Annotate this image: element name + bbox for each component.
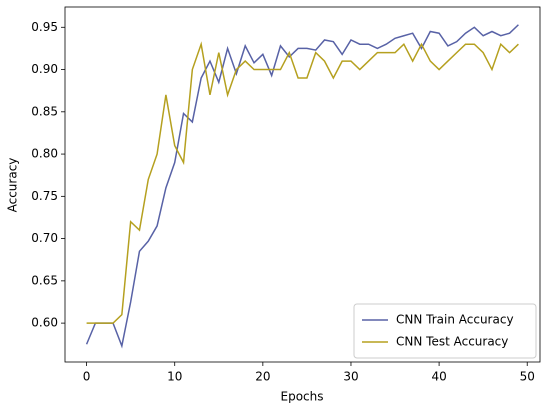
legend-box <box>353 303 537 359</box>
y-axis-label: Accuracy <box>6 158 20 213</box>
data-line <box>86 41 519 324</box>
y-tick-label: 0.65 <box>31 273 58 287</box>
y-tick-label: 0.90 <box>31 62 58 76</box>
y-tick-label: 0.95 <box>31 20 58 34</box>
legend-label: CNN Test Accuracy <box>396 335 508 349</box>
x-tick-label: 30 <box>343 370 358 384</box>
y-tick-label: 0.80 <box>31 147 58 161</box>
y-tick-label: 0.85 <box>31 104 58 118</box>
x-tick-label: 20 <box>255 370 270 384</box>
data-line <box>85 24 519 349</box>
y-tick-label: 0.60 <box>31 316 58 330</box>
x-axis-label: Epochs <box>281 390 324 404</box>
x-tick-label: 10 <box>167 370 182 384</box>
plot-frame <box>64 6 541 363</box>
y-tick-label: 0.75 <box>31 189 58 203</box>
x-tick-label: 50 <box>520 370 535 384</box>
legend-label: CNN Train Accuracy <box>396 313 514 327</box>
x-tick-label: 40 <box>431 370 446 384</box>
x-tick-label: 0 <box>83 370 91 384</box>
y-tick-label: 0.70 <box>31 231 58 245</box>
